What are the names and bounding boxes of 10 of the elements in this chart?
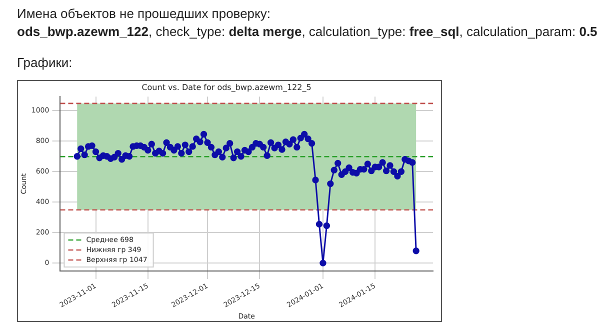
text: 0.5 bbox=[579, 24, 598, 39]
text: , check_type: bbox=[148, 24, 226, 39]
text: , calculation_param: bbox=[459, 24, 577, 39]
text: Имена объектов не прошедших проверку: bbox=[17, 6, 270, 21]
text: free_sql bbox=[409, 24, 460, 39]
text: , calculation_type: bbox=[302, 24, 407, 39]
text: ods_bwp.azewm_122 bbox=[17, 24, 148, 39]
text: delta merge bbox=[228, 24, 302, 39]
chart-title: Count vs. Date for ods_bwp.azewm_122_5 bbox=[142, 82, 312, 92]
text: Графики: bbox=[17, 55, 72, 70]
